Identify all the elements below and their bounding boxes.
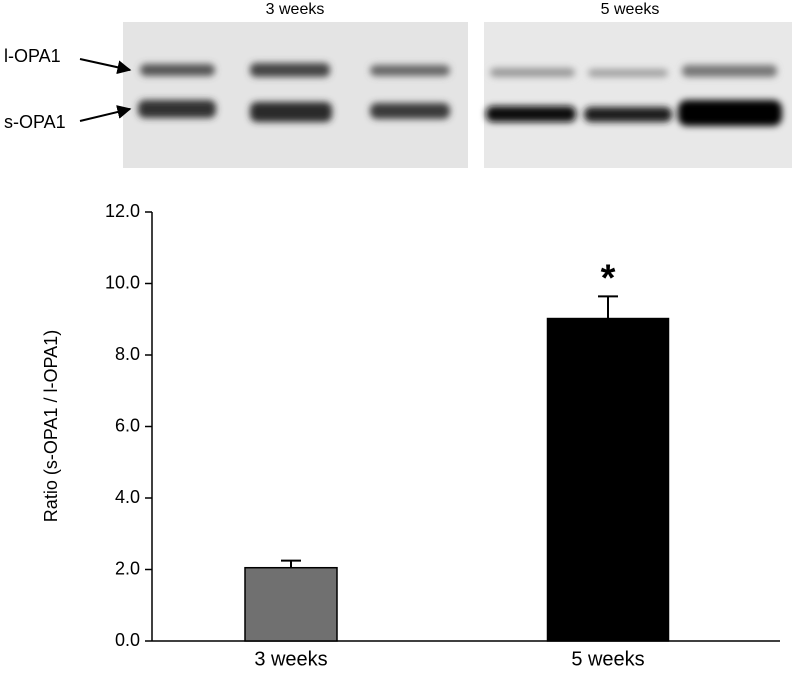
y-tick-label: 4.0	[115, 487, 140, 507]
band-label: s-OPA1	[4, 112, 66, 132]
band	[486, 106, 576, 122]
band	[678, 100, 782, 126]
blot-bands	[138, 63, 782, 126]
band	[250, 63, 330, 77]
panel-label: 3 weeks	[266, 1, 325, 18]
band	[370, 65, 450, 76]
band	[138, 100, 216, 118]
error-bar	[598, 295, 618, 319]
band	[250, 102, 332, 122]
bar	[546, 317, 670, 642]
y-tick-label: 8.0	[115, 344, 140, 364]
y-tick-label: 12.0	[105, 201, 140, 221]
y-tick-label: 6.0	[115, 415, 140, 435]
panel-label: 5 weeks	[601, 1, 660, 18]
blot-panel	[484, 22, 792, 168]
error-bar	[281, 559, 301, 568]
blot-panel	[123, 22, 468, 168]
band	[682, 65, 777, 77]
band	[490, 68, 575, 77]
y-tick-label: 2.0	[115, 558, 140, 578]
band	[140, 64, 215, 76]
blot: 3 weeks 5 weeks l-OPA1 s-OPA1	[4, 1, 792, 168]
y-axis-label: Ratio (s-OPA1 / l-OPA1)	[41, 330, 61, 522]
bar	[244, 566, 338, 642]
band-label: l-OPA1	[4, 46, 61, 66]
band	[584, 107, 672, 122]
band	[370, 103, 450, 119]
x-tick-label: 3 weeks	[254, 648, 327, 670]
y-tick-label: 0.0	[115, 630, 140, 650]
x-tick-label: 5 weeks	[571, 648, 644, 670]
arrow	[79, 105, 132, 122]
arrow	[79, 58, 132, 75]
annotation: *	[601, 257, 616, 299]
band	[588, 69, 668, 77]
y-tick-label: 10.0	[105, 272, 140, 292]
